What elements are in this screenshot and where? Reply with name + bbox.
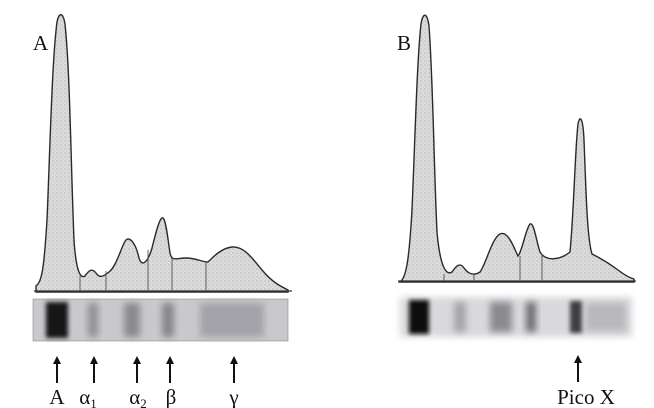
marker-alpha2-label: α2: [129, 385, 147, 408]
panel-a-band-alpha1: [88, 303, 98, 337]
marker-alpha2: α2: [129, 356, 147, 408]
panel-b-label: B: [397, 31, 411, 55]
marker-picox: Pico X: [557, 355, 615, 408]
panel-a-gel-strip: [32, 298, 289, 342]
panel-b-trace: [397, 14, 635, 283]
marker-beta: β: [166, 356, 177, 408]
panel-a-trace: [35, 14, 289, 293]
panel-a-band-gamma: [200, 303, 264, 337]
panel-a-band-albumin: [46, 302, 68, 338]
panel-a-fraction-dividers: [79, 250, 207, 291]
marker-beta-label: β: [166, 385, 177, 408]
panel-a-label: A: [33, 31, 49, 55]
marker-gamma: γ: [228, 356, 239, 408]
panel-b-band-alpha2: [490, 302, 512, 332]
marker-alpha1-label: α1: [79, 385, 97, 408]
panel-a-band-beta: [162, 303, 174, 337]
panel-b-band-beta: [526, 302, 536, 332]
marker-alpha1: α1: [79, 356, 98, 408]
panel-b: B Pico X: [397, 14, 636, 408]
panel-a: A A α: [32, 14, 292, 408]
marker-albumin-label: A: [49, 385, 65, 408]
panel-b-band-picox: [570, 301, 582, 333]
marker-picox-label: Pico X: [557, 385, 615, 408]
panel-b-fraction-dividers: [443, 254, 543, 281]
marker-gamma-label: γ: [228, 385, 238, 408]
panel-b-band-alpha1: [454, 302, 466, 332]
panel-a-markers: A α1 α2 β γ: [49, 356, 239, 408]
panel-b-gel-strip: [400, 297, 632, 337]
panel-a-band-alpha2: [124, 303, 140, 337]
marker-albumin: A: [49, 356, 65, 408]
panel-b-band-albumin: [409, 300, 429, 334]
